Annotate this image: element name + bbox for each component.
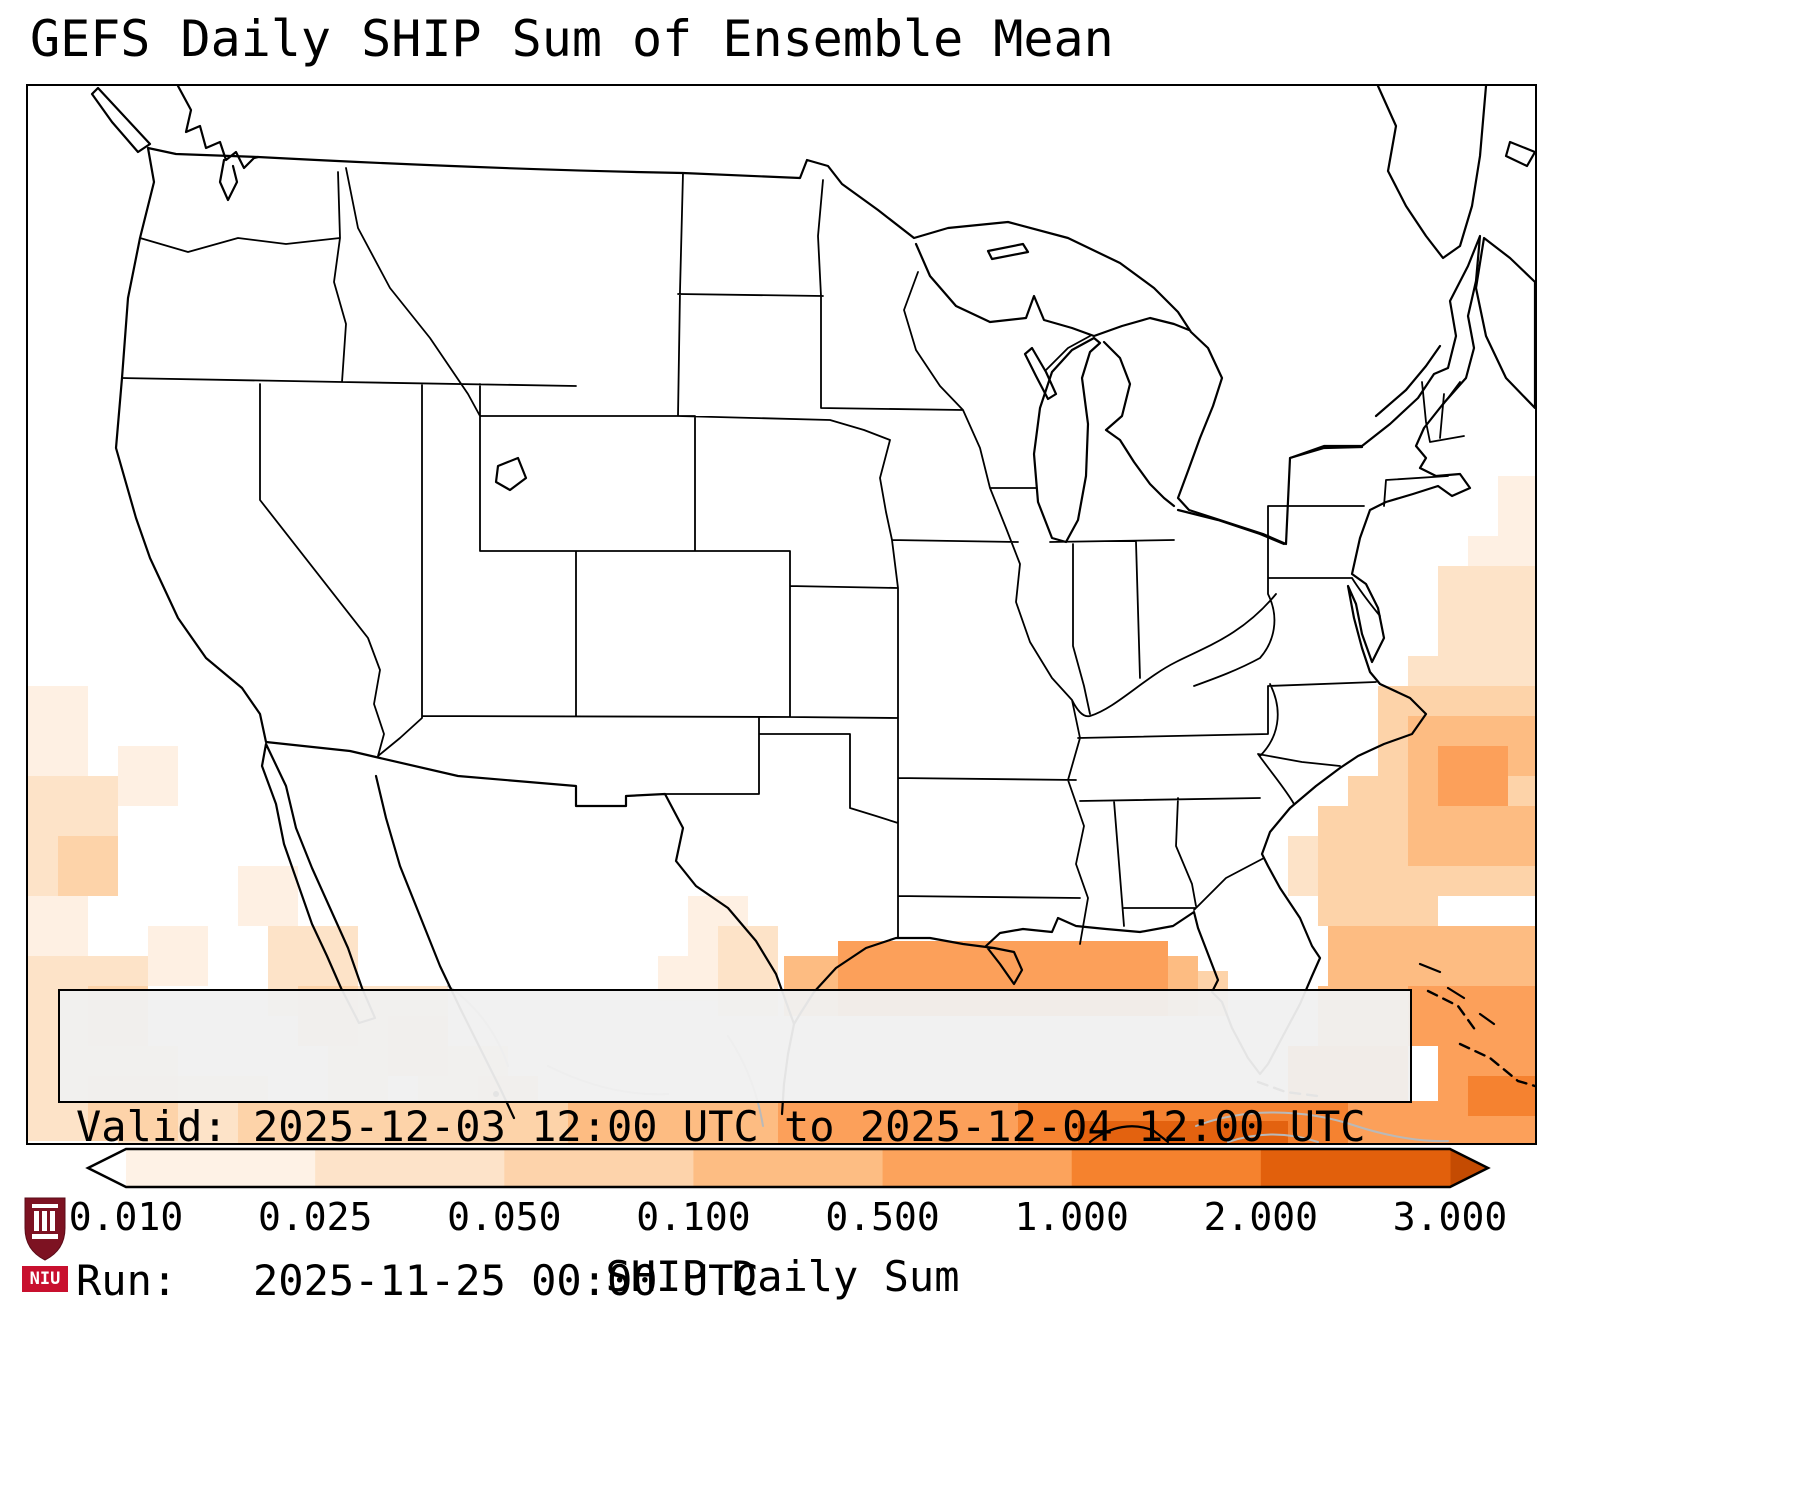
us-state-borders <box>121 167 1465 945</box>
heatmap-cell <box>388 1101 568 1143</box>
colorbar-tick: 0.010 <box>68 1195 184 1239</box>
colorbar-tick: 2.000 <box>1203 1195 1319 1239</box>
heatmap-cell <box>1408 986 1535 1046</box>
prince-edward-island <box>1504 140 1535 168</box>
colorbar-segment <box>315 1149 505 1187</box>
colorbar-segment <box>126 1149 316 1187</box>
heatmap-cell <box>1498 476 1535 536</box>
st-lawrence-north-bank <box>1374 344 1442 418</box>
heatmap-cell <box>28 686 88 776</box>
heatmap-cell <box>1408 926 1535 986</box>
colorbar: 0.010 0.025 0.050 0.100 0.500 1.000 2.000 3.000 <box>60 1147 1508 1257</box>
heatmap-cell <box>1318 866 1438 926</box>
new-brunswick-coast <box>1376 86 1488 260</box>
colorbar-under-arrow <box>88 1149 126 1187</box>
lake-huron-west-shore <box>1102 340 1176 508</box>
heatmap-cell <box>1318 806 1378 866</box>
colorbar-outline <box>85 1147 1491 1189</box>
heatmap-cell <box>58 836 118 896</box>
colorbar-tick: 3.000 <box>1392 1195 1508 1239</box>
conus-map <box>28 86 1535 1143</box>
green-bay <box>1023 346 1058 401</box>
isle-royale <box>986 242 1030 261</box>
heatmap-cell <box>238 1101 388 1143</box>
colorbar-segment <box>504 1149 694 1187</box>
colorbar-segment <box>1071 1149 1262 1187</box>
colorbar-tick: 1.000 <box>1014 1195 1129 1239</box>
colorbar-tick: 0.025 <box>257 1195 373 1239</box>
colorbar-tick: 0.100 <box>636 1195 751 1239</box>
validity-box: Valid: 2025-12-03 12:00 UTC to 2025-12-0… <box>58 989 1412 1305</box>
colorbar-segment <box>693 1149 884 1187</box>
colorbar-tick: 0.500 <box>825 1195 940 1239</box>
niu-shield-icon <box>24 1197 66 1261</box>
heatmap-cell <box>118 746 178 806</box>
valid-time-text: Valid: 2025-12-03 12:00 UTC to 2025-12-0… <box>76 1102 1366 1152</box>
figure-title: GEFS Daily SHIP Sum of Ensemble Mean <box>30 10 1114 68</box>
bc-fjord-coast <box>176 86 260 170</box>
heatmap-cell <box>1328 926 1408 986</box>
great-salt-lake <box>494 456 528 492</box>
heatmap-cell <box>778 1101 1018 1143</box>
colorbar-tick: 0.050 <box>447 1195 562 1239</box>
colorbar-over-arrow <box>1450 1149 1488 1187</box>
puget-sound <box>218 158 239 202</box>
heatmap-cell <box>148 926 208 986</box>
lake-ontario-south-shore <box>1288 445 1364 460</box>
heatmap-cell <box>238 866 298 926</box>
colorbar-segment <box>1260 1149 1451 1187</box>
niu-logo: NIU <box>22 1196 70 1296</box>
niu-logo-text: NIU <box>22 1266 68 1292</box>
heatmap-cell <box>568 1101 778 1143</box>
heatmap-cell <box>1468 806 1535 866</box>
colorbar-label: SHIP Daily Sum <box>605 1252 960 1301</box>
map-panel: Valid: 2025-12-03 12:00 UTC to 2025-12-0… <box>26 84 1537 1305</box>
lake-superior-south-shore <box>914 242 1191 338</box>
colorbar-gradient <box>85 1147 1491 1189</box>
yucatan-coast <box>1088 1125 1170 1143</box>
colorbar-ticks: 0.010 0.025 0.050 0.100 0.500 1.000 2.000 3.000 <box>60 1195 1508 1247</box>
colorbar-segment <box>882 1149 1073 1187</box>
run-time-text: Run: 2025-11-25 00:00 UTC <box>76 1256 759 1306</box>
heatmap-cell <box>1438 566 1535 626</box>
lake-erie-south-shore <box>1176 508 1286 546</box>
bahamas-islets <box>1418 962 1496 1026</box>
heatmap-cell <box>1438 746 1508 806</box>
nova-scotia <box>1474 236 1535 410</box>
cuba-coastline <box>1195 1111 1449 1143</box>
vancouver-island <box>90 86 152 154</box>
